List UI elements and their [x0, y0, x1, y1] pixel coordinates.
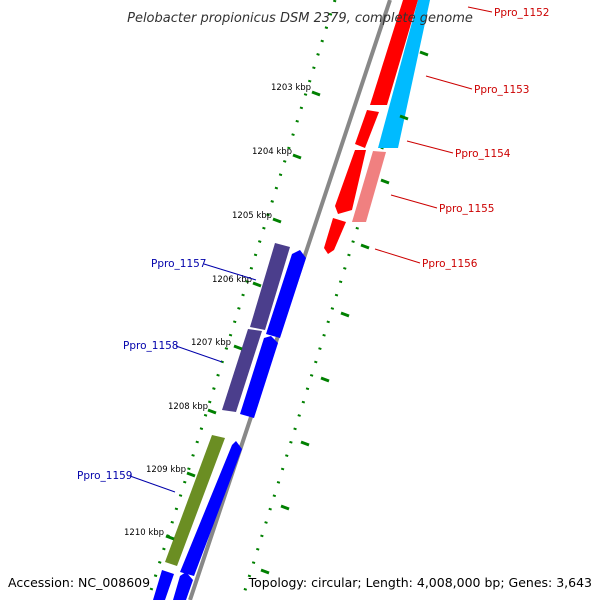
- scale-label-1203: 1203 kbp: [271, 83, 311, 93]
- topology-text: Topology: circular; Length: 4,008,000 bp…: [248, 575, 592, 590]
- scale-label-1207: 1207 kbp: [191, 338, 231, 348]
- gene-ppro-1155-block: [335, 150, 366, 214]
- gene-ppro-1160-block: [153, 570, 174, 600]
- gene-ppro-1159-cds: [180, 441, 242, 576]
- gene-label-leaders: [129, 6, 493, 493]
- gene-label-ppro-1153[interactable]: Ppro_1153: [474, 84, 529, 96]
- forward-strand-features: [324, 0, 430, 254]
- map-title: Pelobacter propionicus DSM 2379, complet…: [127, 11, 473, 26]
- reverse-strand-features: [153, 243, 306, 600]
- scale-label-1204: 1204 kbp: [252, 147, 292, 157]
- gene-label-ppro-1152[interactable]: Ppro_1152: [494, 7, 549, 19]
- gene-ppro-1157-cds: [266, 250, 306, 338]
- gene-ppro-1156-block: [324, 218, 346, 254]
- scale-label-1206: 1206 kbp: [212, 275, 252, 285]
- gene-label-ppro-1158[interactable]: Ppro_1158: [123, 340, 178, 352]
- accession-text: Accession: NC_008609: [8, 575, 150, 590]
- gene-label-ppro-1156[interactable]: Ppro_1156: [422, 258, 478, 270]
- gene-label-ppro-1154[interactable]: Ppro_1154: [455, 148, 511, 160]
- scale-labels: 1203 kbp 1204 kbp 1205 kbp 1206 kbp 1207…: [124, 83, 311, 538]
- gene-label-ppro-1155[interactable]: Ppro_1155: [439, 203, 494, 215]
- gene-ppro-1154-block: [355, 110, 379, 148]
- gene-labels: Ppro_1152 Ppro_1153 Ppro_1154 Ppro_1155 …: [77, 7, 549, 482]
- gene-label-ppro-1159[interactable]: Ppro_1159: [77, 470, 132, 482]
- gene-ppro-1160-cds: [173, 572, 193, 600]
- scale-label-1208: 1208 kbp: [168, 402, 208, 412]
- scale-label-1205: 1205 kbp: [232, 211, 272, 221]
- scale-label-1209: 1209 kbp: [146, 465, 186, 475]
- scale-label-1210: 1210 kbp: [124, 528, 164, 538]
- gene-label-ppro-1157[interactable]: Ppro_1157: [151, 258, 206, 270]
- scale-ticks: [165, 90, 321, 541]
- outer-ticks: [260, 50, 429, 575]
- gene-ppro-1152-block: [370, 0, 418, 105]
- gene-ppro-1159-block: [165, 435, 225, 566]
- gene-ppro-1158-block: [222, 329, 262, 412]
- gene-ppro-1158-cds: [240, 336, 278, 418]
- gene-ppro-1155-light-block: [352, 151, 386, 222]
- gene-ppro-1153-block: [378, 0, 430, 148]
- gene-ppro-1157-block: [250, 243, 290, 330]
